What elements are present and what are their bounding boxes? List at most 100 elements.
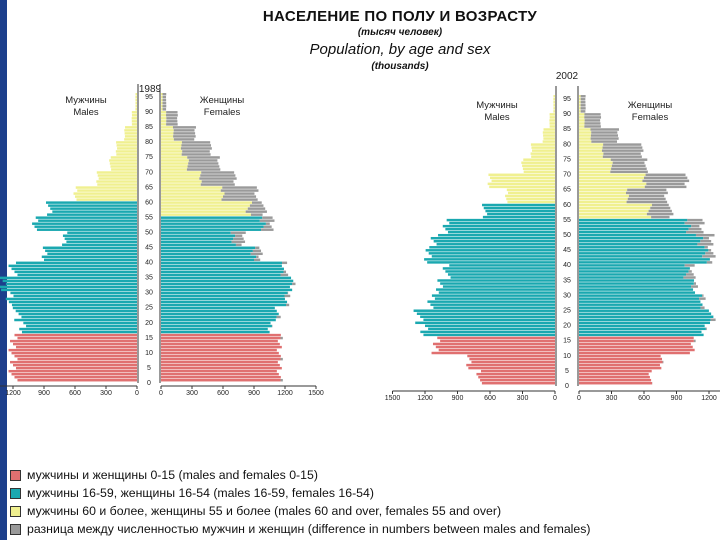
age-tick-label: 90 <box>563 111 571 118</box>
bar-male <box>11 372 137 376</box>
bar-female <box>579 366 662 370</box>
bar-male <box>15 309 138 313</box>
bar-female <box>579 215 652 219</box>
bar-female <box>161 120 167 123</box>
bar-difference <box>223 195 257 198</box>
bar-difference <box>249 204 264 207</box>
x-tick-label-females: 1200 <box>701 395 717 402</box>
bar-difference <box>626 200 668 204</box>
bar-male <box>42 246 137 250</box>
bar-male <box>116 153 137 156</box>
bar-female <box>161 126 173 129</box>
bar-female <box>579 164 612 167</box>
bar-difference <box>580 110 586 113</box>
age-tick-label: 25 <box>563 307 571 314</box>
legend-item-children: мужчины и женщины 0-15 (males and female… <box>10 466 720 484</box>
bar-male <box>14 318 138 322</box>
bar-male <box>431 351 555 355</box>
bar-male <box>549 125 555 128</box>
bar-male <box>416 312 555 315</box>
bar-difference <box>705 327 707 331</box>
bar-difference <box>699 297 706 300</box>
bar-male <box>109 162 137 165</box>
legend-label-difference: разница между численностью мужчин и женщ… <box>27 522 591 536</box>
bar-male <box>0 276 137 280</box>
bar-female <box>579 315 714 319</box>
age-tick-label: 90 <box>145 109 153 116</box>
bar-male <box>446 218 555 222</box>
bar-male <box>445 227 555 231</box>
bar-difference <box>280 336 283 340</box>
bar-female <box>161 189 221 192</box>
bar-female <box>579 327 706 331</box>
bar-difference <box>287 291 289 295</box>
bar-difference <box>282 261 288 265</box>
bar-female <box>161 300 288 304</box>
bar-male <box>62 234 138 237</box>
bar-difference <box>166 117 178 120</box>
bar-male <box>434 297 555 300</box>
bar-male <box>430 236 555 240</box>
bar-male <box>10 360 137 364</box>
age-tick-label: 0 <box>147 380 151 387</box>
bar-male <box>10 339 137 343</box>
bar-male <box>420 330 555 334</box>
bar-difference <box>265 222 270 225</box>
bar-difference <box>580 98 586 101</box>
bar-male <box>98 177 137 180</box>
bar-female <box>579 318 711 322</box>
bar-female <box>161 207 248 210</box>
bar-male <box>124 129 137 132</box>
bar-female <box>579 309 709 312</box>
bar-male <box>14 333 138 337</box>
bar-female <box>579 122 585 125</box>
bar-female <box>161 315 277 319</box>
bar-difference <box>252 249 262 253</box>
bar-male <box>485 209 555 213</box>
bar-male <box>41 255 137 259</box>
bar-female <box>161 369 277 373</box>
bar-male <box>431 255 555 258</box>
age-tick-label: 55 <box>563 217 571 224</box>
bar-difference <box>611 164 646 167</box>
bar-difference <box>201 180 234 183</box>
bar-female <box>579 300 701 303</box>
bar-female <box>579 282 694 285</box>
bar-male <box>507 200 555 204</box>
bar-difference <box>230 231 246 234</box>
bar-female <box>161 255 257 259</box>
bar-female <box>161 147 181 150</box>
bar-male <box>44 258 137 262</box>
year-label: 1989 <box>139 84 162 95</box>
bar-female <box>579 285 692 288</box>
bar-female <box>579 191 626 195</box>
age-tick-label: 5 <box>147 365 151 372</box>
bar-male <box>424 258 555 261</box>
bar-female <box>579 333 704 337</box>
bar-female <box>579 140 592 143</box>
bar-female <box>161 153 182 156</box>
bar-male <box>125 126 137 129</box>
bar-female <box>161 180 202 183</box>
age-tick-label: 25 <box>145 305 153 312</box>
bar-female <box>579 297 700 300</box>
bar-female <box>579 104 581 107</box>
units-russian: (тысяч человек) <box>357 27 443 38</box>
bar-male <box>429 246 555 249</box>
bar-female <box>579 101 581 104</box>
bar-difference <box>580 104 586 107</box>
bar-male <box>483 206 555 210</box>
age-tick-label: 60 <box>563 202 571 209</box>
legend-item-difference: разница между численностью мужчин и женщ… <box>10 520 720 538</box>
bar-male <box>47 213 137 216</box>
bar-male <box>482 215 555 219</box>
bar-male <box>542 131 555 134</box>
bar-female <box>161 114 167 117</box>
females-label-en: Females <box>204 107 241 118</box>
bar-difference <box>700 306 705 309</box>
bar-female <box>579 267 690 270</box>
bar-female <box>161 231 231 234</box>
title-russian: НАСЕЛЕНИЕ ПО ПОЛУ И ВОЗРАСТУ <box>262 8 538 25</box>
bar-female <box>579 125 585 128</box>
